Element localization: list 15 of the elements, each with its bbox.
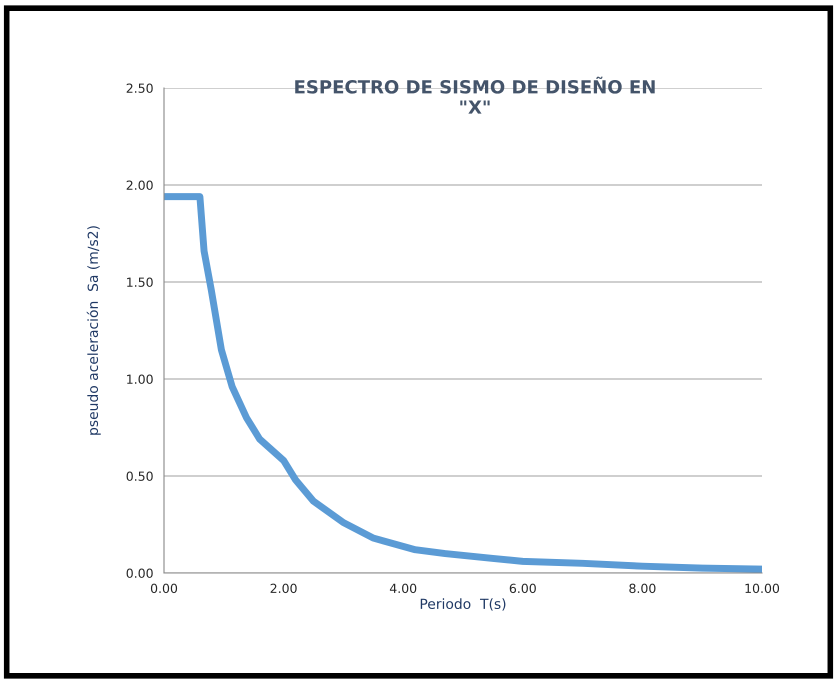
- y-tick-label: 1.50: [127, 277, 153, 287]
- chart-title: ESPECTRO DE SISMO DE DISEÑO EN "X": [295, 76, 655, 114]
- x-tick-label: 6.00: [510, 584, 536, 594]
- y-tick-label: 2.00: [126, 180, 153, 190]
- y-tick-label: 0.50: [126, 471, 153, 481]
- y-tick-label: 2.50: [126, 83, 153, 93]
- y-tick-label: 0.00: [126, 568, 153, 578]
- x-tick-label: 2.00: [270, 584, 297, 594]
- x-tick-label: 4.00: [390, 584, 416, 594]
- x-tick-label: 10.00: [745, 584, 780, 594]
- y-tick-label: 1.00: [127, 374, 153, 384]
- x-tick-label: 8.00: [629, 584, 656, 594]
- x-tick-label: 0.00: [150, 584, 178, 594]
- x-axis-title: Periodo T(s): [420, 598, 506, 611]
- y-axis-title: pseudo aceleración Sa (m/s2): [86, 226, 101, 435]
